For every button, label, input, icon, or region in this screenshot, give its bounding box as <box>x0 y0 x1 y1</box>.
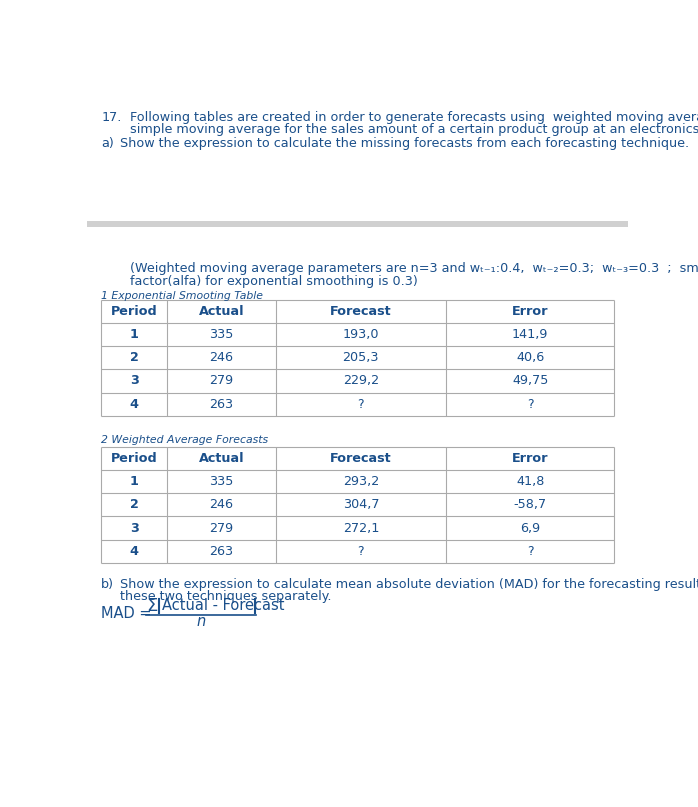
Text: 2 Weighted Average Forecasts: 2 Weighted Average Forecasts <box>101 435 268 445</box>
Text: Following tables are created in order to generate forecasts using  weighted movi: Following tables are created in order to… <box>130 111 698 123</box>
Text: ?: ? <box>527 398 533 411</box>
Text: Σ: Σ <box>146 597 158 615</box>
Text: 279: 279 <box>209 374 233 387</box>
Text: MAD =: MAD = <box>101 606 151 621</box>
Text: 40,6: 40,6 <box>516 351 544 365</box>
Text: 4: 4 <box>130 545 139 558</box>
Text: factor(alfa) for exponential smoothing is 0.3): factor(alfa) for exponential smoothing i… <box>130 274 417 288</box>
Text: 263: 263 <box>209 545 233 558</box>
Text: -58,7: -58,7 <box>514 499 547 512</box>
Text: 41,8: 41,8 <box>516 475 544 488</box>
Text: ?: ? <box>357 398 364 411</box>
Text: ?: ? <box>357 545 364 558</box>
Text: Actual: Actual <box>198 305 244 318</box>
Text: 229,2: 229,2 <box>343 374 379 387</box>
Text: 2: 2 <box>130 351 139 365</box>
Text: 193,0: 193,0 <box>343 328 379 341</box>
Text: 49,75: 49,75 <box>512 374 549 387</box>
Text: 246: 246 <box>209 499 233 512</box>
Text: 141,9: 141,9 <box>512 328 549 341</box>
Text: 3: 3 <box>130 521 139 534</box>
Text: Show the expression to calculate the missing forecasts from each forecasting tec: Show the expression to calculate the mis… <box>120 137 689 150</box>
Text: Forecast: Forecast <box>330 305 392 318</box>
Text: Actual: Actual <box>198 452 244 466</box>
Text: 279: 279 <box>209 521 233 534</box>
Text: 2: 2 <box>130 499 139 512</box>
Text: 246: 246 <box>209 351 233 365</box>
Text: 1: 1 <box>130 475 139 488</box>
Text: Show the expression to calculate mean absolute deviation (MAD) for the forecasti: Show the expression to calculate mean ab… <box>120 578 698 591</box>
Text: Forecast: Forecast <box>330 452 392 466</box>
Text: Error: Error <box>512 452 549 466</box>
Text: Period: Period <box>111 452 158 466</box>
Text: 6,9: 6,9 <box>520 521 540 534</box>
Text: 3: 3 <box>130 374 139 387</box>
Text: 1 Exponential Smooting Table: 1 Exponential Smooting Table <box>101 291 263 301</box>
Text: n: n <box>197 613 206 629</box>
Text: 1: 1 <box>130 328 139 341</box>
Text: Error: Error <box>512 305 549 318</box>
Text: these two techniques separately.: these two techniques separately. <box>120 591 332 604</box>
Text: 335: 335 <box>209 475 234 488</box>
Text: Actual - Forecast: Actual - Forecast <box>162 598 284 613</box>
Bar <box>87 221 628 227</box>
Text: ?: ? <box>527 545 533 558</box>
Text: simple moving average for the sales amount of a certain product group at an elec: simple moving average for the sales amou… <box>130 123 698 136</box>
Text: 335: 335 <box>209 328 234 341</box>
Text: (Weighted moving average parameters are n=3 and wₜ₋₁:0.4,  wₜ₋₂=0.3;  wₜ₋₃=0.3  : (Weighted moving average parameters are … <box>130 262 698 275</box>
Text: 263: 263 <box>209 398 233 411</box>
Text: 272,1: 272,1 <box>343 521 379 534</box>
Text: a): a) <box>101 137 114 150</box>
Text: 17.: 17. <box>101 111 121 123</box>
Text: b): b) <box>101 578 114 591</box>
Text: 205,3: 205,3 <box>343 351 379 365</box>
Text: 4: 4 <box>130 398 139 411</box>
Text: 304,7: 304,7 <box>343 499 379 512</box>
Text: Period: Period <box>111 305 158 318</box>
Text: 293,2: 293,2 <box>343 475 379 488</box>
